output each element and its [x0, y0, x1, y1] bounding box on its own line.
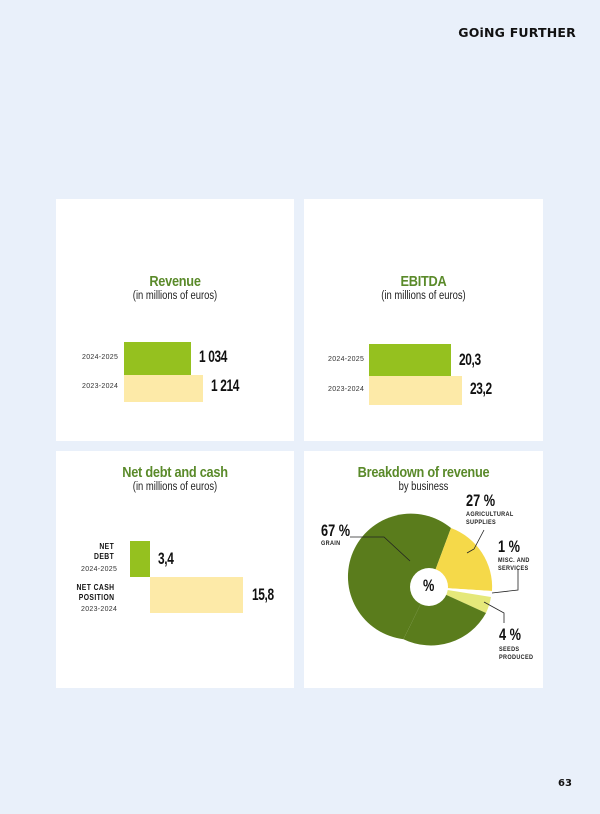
netcash-year: 2023-2024	[81, 606, 118, 613]
misc-label: MISC. AND SERVICES	[498, 557, 530, 572]
revenue-year-current: 2024-2025	[82, 354, 119, 361]
seeds-label: SEEDS PRODUCED	[499, 646, 534, 661]
revenue-pie-chart	[347, 513, 519, 646]
breakdown-card: Breakdown of revenue by business % 67 % …	[304, 451, 543, 688]
revenue-bar-current	[124, 342, 191, 375]
seeds-pct: 4 %	[499, 625, 521, 644]
netdebt-title: Net debt and cash	[122, 464, 228, 481]
ebitda-bar-previous	[369, 376, 462, 405]
netdebt-year: 2024-2025	[81, 566, 118, 573]
netdebt-value: 3,4	[158, 549, 174, 568]
revenue-value-previous: 1 214	[211, 376, 240, 395]
page-number: 63	[558, 778, 572, 789]
misc-pct: 1 %	[498, 537, 520, 556]
netcash-label: NET CASH POSITION	[76, 582, 114, 602]
revenue-year-previous: 2023-2024	[82, 383, 119, 390]
slice-agri	[429, 528, 493, 591]
revenue-bar-previous	[124, 375, 203, 402]
ebitda-year-previous: 2023-2024	[328, 386, 365, 393]
grain-pct: 67 %	[321, 521, 351, 540]
ebitda-title: EBITDA	[400, 273, 447, 290]
breakdown-title: Breakdown of revenue	[357, 464, 490, 481]
netdebt-label: NET DEBT	[93, 541, 114, 561]
agri-label: AGRICULTURAL SUPPLIES	[466, 511, 514, 526]
netcash-bar	[150, 577, 243, 613]
netdebt-subtitle: (in millions of euros)	[132, 481, 218, 493]
ebitda-value-previous: 23,2	[470, 379, 492, 398]
center-label: %	[423, 576, 435, 595]
slice-grain	[347, 513, 451, 640]
revenue-subtitle: (in millions of euros)	[132, 290, 218, 302]
revenue-title: Revenue	[149, 273, 201, 290]
ebitda-year-current: 2024-2025	[328, 356, 365, 363]
grain-label: GRAIN	[321, 540, 341, 547]
ebitda-card: EBITDA (in millions of euros) 2024-2025 …	[304, 199, 543, 441]
netdebt-card: Net debt and cash (in millions of euros)…	[56, 451, 294, 688]
ebitda-bar-current	[369, 344, 451, 376]
ebitda-subtitle: (in millions of euros)	[381, 290, 466, 302]
netcash-value: 15,8	[252, 585, 274, 604]
section-header: GOiNG FURTHER	[458, 25, 576, 40]
revenue-card: Revenue (in millions of euros) 2024-2025…	[56, 199, 294, 441]
breakdown-subtitle: by business	[398, 481, 449, 493]
netdebt-bar	[130, 541, 150, 577]
revenue-value-current: 1 034	[199, 347, 228, 366]
agri-pct: 27 %	[466, 491, 496, 510]
ebitda-value-current: 20,3	[459, 350, 481, 369]
